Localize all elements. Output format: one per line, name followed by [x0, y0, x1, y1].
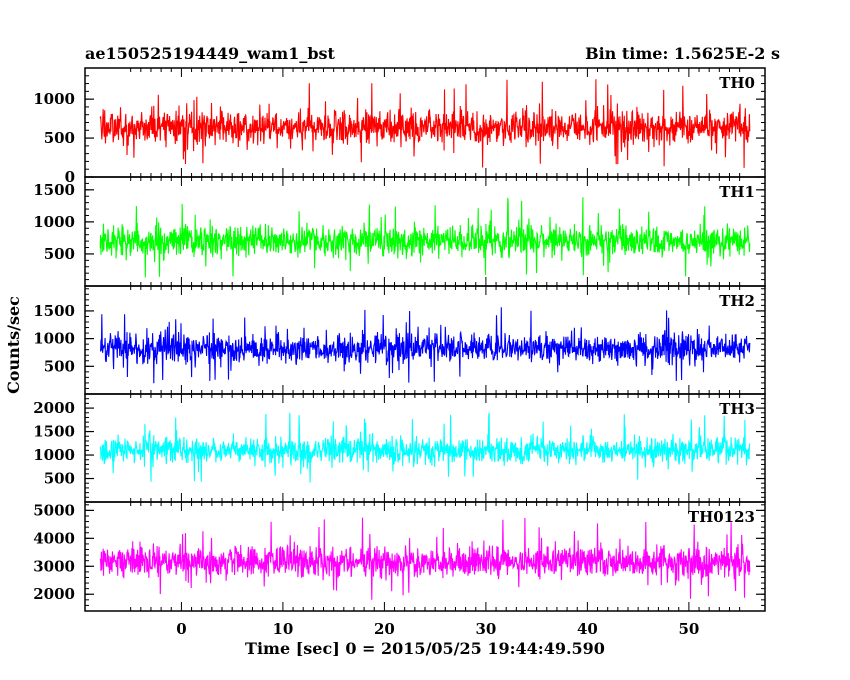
- x-tick-label: 30: [475, 620, 496, 638]
- y-tick-label: 1500: [33, 423, 75, 441]
- y-tick-label: 5000: [33, 501, 75, 519]
- panel-th2: 500 1000 1500 TH2: [33, 285, 766, 395]
- y-tick-label: 1000: [33, 90, 75, 108]
- panel-label-th3: TH3: [719, 400, 755, 418]
- panel-th3: 500 1000 1500 2000 TH3: [33, 393, 766, 503]
- x-tick-label: 50: [678, 620, 699, 638]
- y-tick-label: 1000: [33, 213, 75, 231]
- panel-th1: 500 1000 1500 TH1: [33, 176, 766, 287]
- y-tick-label: 4000: [33, 529, 75, 547]
- y-axis-label: Counts/sec: [4, 296, 23, 394]
- y-tick-label: 500: [44, 357, 75, 375]
- y-tick-label: 2000: [33, 399, 75, 417]
- series-th0123: [99, 517, 751, 600]
- y-tick-label: 500: [44, 470, 75, 488]
- y-tick-label: 500: [44, 129, 75, 147]
- panel-label-th2: TH2: [719, 292, 755, 310]
- panel-th0: 0 500 1000 TH0: [33, 67, 766, 186]
- y-tick-label: 0: [65, 168, 75, 186]
- y-tick-label: 1000: [33, 446, 75, 464]
- series-th1: [99, 197, 751, 278]
- y-tick-label: 1000: [33, 330, 75, 348]
- y-tick-label: 3000: [33, 557, 75, 575]
- y-tick-label: 1500: [33, 181, 75, 199]
- y-tick-label: 500: [44, 245, 75, 263]
- series-th0: [99, 79, 751, 168]
- x-tick-label: 0: [176, 620, 186, 638]
- series-th2: [100, 307, 751, 384]
- panel-th0123: 2000 3000 4000 5000 TH0123: [33, 501, 766, 612]
- y-tick-label: 2000: [33, 585, 75, 603]
- x-axis-label: Time [sec] 0 = 2015/05/25 19:44:49.590: [245, 639, 605, 658]
- x-tick-label: 40: [577, 620, 598, 638]
- x-axis: 0 10 20 30 40 50: [176, 620, 699, 638]
- panel-label-th0123: TH0123: [688, 508, 755, 526]
- series-th3: [99, 412, 751, 483]
- y-tick-label: 1500: [33, 302, 75, 320]
- chart-title-left: ae150525194449_wam1_bst: [85, 44, 336, 63]
- panel-label-th1: TH1: [719, 183, 755, 201]
- panel-label-th0: TH0: [719, 74, 755, 92]
- x-tick-label: 10: [272, 620, 293, 638]
- chart-title-right: Bin time: 1.5625E-2 s: [585, 44, 780, 63]
- x-tick-label: 20: [374, 620, 395, 638]
